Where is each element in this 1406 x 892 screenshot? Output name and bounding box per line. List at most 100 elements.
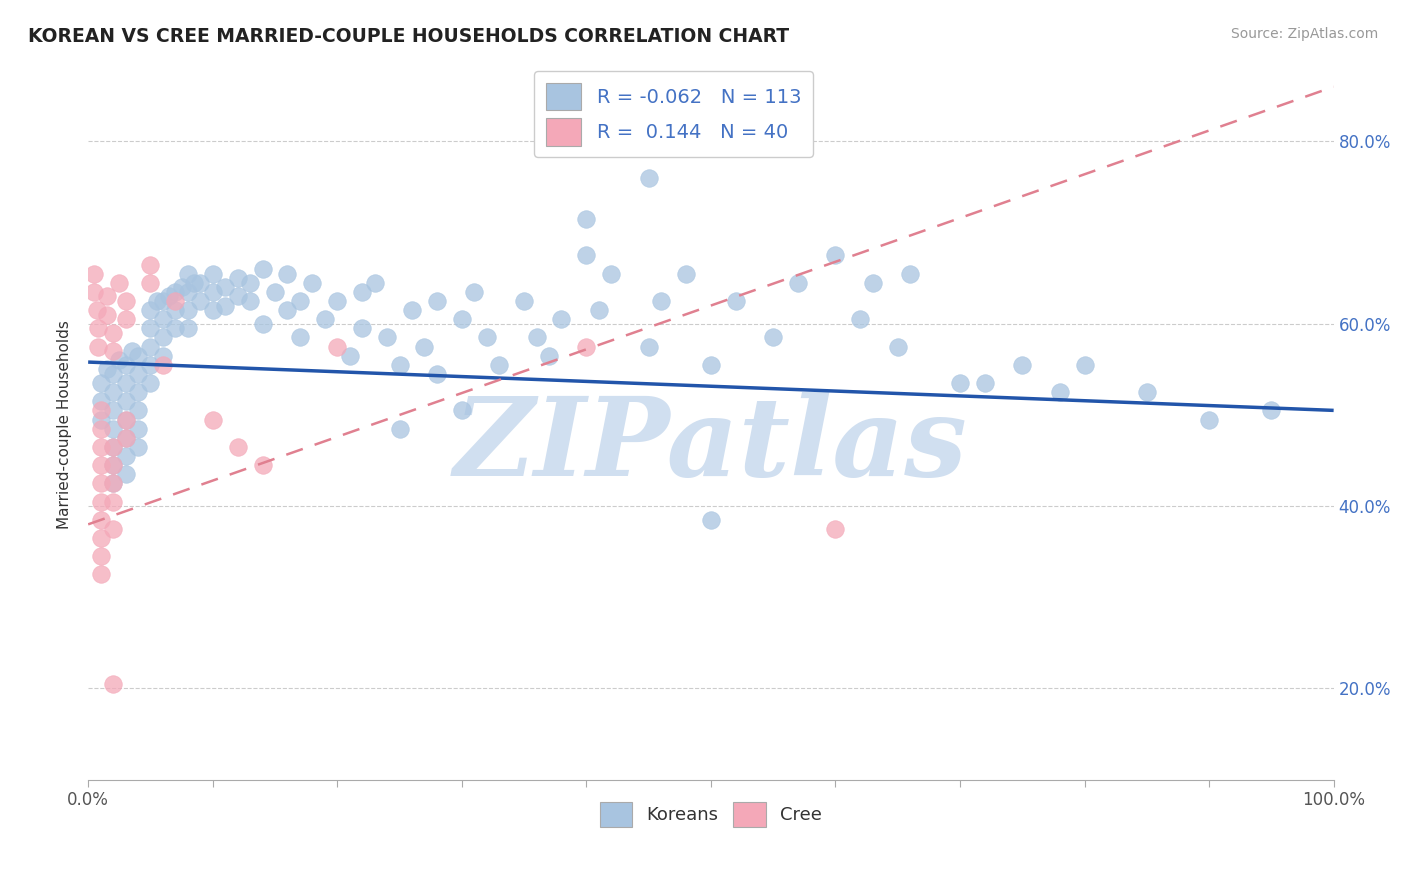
Point	[886, 340, 908, 354]
Point	[226, 289, 249, 303]
Point	[201, 285, 224, 299]
Point	[139, 376, 162, 390]
Point	[177, 267, 200, 281]
Point	[1198, 412, 1220, 426]
Point	[139, 340, 162, 354]
Point	[108, 276, 131, 290]
Point	[463, 285, 485, 299]
Point	[352, 321, 374, 335]
Point	[114, 412, 136, 426]
Point	[824, 248, 846, 262]
Point	[288, 330, 311, 344]
Point	[152, 312, 174, 326]
Point	[201, 267, 224, 281]
Point	[675, 267, 697, 281]
Point	[1136, 385, 1159, 400]
Point	[226, 271, 249, 285]
Point	[90, 403, 112, 417]
Point	[101, 385, 124, 400]
Point	[114, 293, 136, 308]
Point	[401, 303, 423, 318]
Point	[183, 276, 205, 290]
Point	[86, 303, 108, 318]
Point	[762, 330, 785, 344]
Point	[90, 549, 112, 564]
Point	[526, 330, 548, 344]
Point	[90, 567, 112, 582]
Point	[1260, 403, 1282, 417]
Point	[165, 303, 187, 318]
Point	[90, 412, 112, 426]
Point	[90, 476, 112, 491]
Point	[139, 358, 162, 372]
Point	[114, 431, 136, 445]
Point	[152, 293, 174, 308]
Point	[339, 349, 361, 363]
Point	[127, 349, 149, 363]
Point	[201, 303, 224, 318]
Point	[475, 330, 498, 344]
Point	[152, 358, 174, 372]
Point	[314, 312, 336, 326]
Point	[637, 170, 659, 185]
Point	[101, 367, 124, 381]
Legend: Koreans, Cree: Koreans, Cree	[592, 795, 830, 835]
Point	[862, 276, 884, 290]
Point	[575, 211, 598, 226]
Point	[152, 349, 174, 363]
Point	[849, 312, 872, 326]
Point	[214, 299, 236, 313]
Point	[513, 293, 536, 308]
Text: KOREAN VS CREE MARRIED-COUPLE HOUSEHOLDS CORRELATION CHART: KOREAN VS CREE MARRIED-COUPLE HOUSEHOLDS…	[28, 27, 789, 45]
Point	[101, 494, 124, 508]
Point	[700, 513, 723, 527]
Point	[1011, 358, 1033, 372]
Text: ZIPatlas: ZIPatlas	[454, 392, 967, 500]
Point	[101, 344, 124, 359]
Point	[252, 262, 274, 277]
Point	[450, 403, 472, 417]
Point	[276, 267, 298, 281]
Point	[973, 376, 995, 390]
Point	[127, 367, 149, 381]
Point	[157, 289, 180, 303]
Point	[114, 394, 136, 409]
Point	[724, 293, 747, 308]
Point	[226, 440, 249, 454]
Point	[375, 330, 398, 344]
Point	[101, 458, 124, 472]
Point	[239, 276, 262, 290]
Point	[165, 293, 187, 308]
Point	[101, 476, 124, 491]
Point	[101, 458, 124, 472]
Point	[388, 358, 411, 372]
Point	[326, 293, 349, 308]
Point	[101, 422, 124, 436]
Point	[127, 403, 149, 417]
Point	[264, 285, 287, 299]
Point	[90, 513, 112, 527]
Point	[108, 353, 131, 368]
Y-axis label: Married-couple Households: Married-couple Households	[58, 319, 72, 528]
Point	[139, 303, 162, 318]
Point	[96, 362, 118, 376]
Point	[145, 293, 167, 308]
Point	[83, 267, 105, 281]
Point	[177, 321, 200, 335]
Point	[90, 494, 112, 508]
Point	[650, 293, 672, 308]
Point	[127, 385, 149, 400]
Point	[252, 458, 274, 472]
Point	[787, 276, 810, 290]
Point	[898, 267, 921, 281]
Point	[90, 394, 112, 409]
Point	[276, 303, 298, 318]
Point	[114, 358, 136, 372]
Point	[188, 276, 211, 290]
Text: Source: ZipAtlas.com: Source: ZipAtlas.com	[1230, 27, 1378, 41]
Point	[170, 280, 193, 294]
Point	[537, 349, 560, 363]
Point	[413, 340, 436, 354]
Point	[139, 321, 162, 335]
Point	[114, 431, 136, 445]
